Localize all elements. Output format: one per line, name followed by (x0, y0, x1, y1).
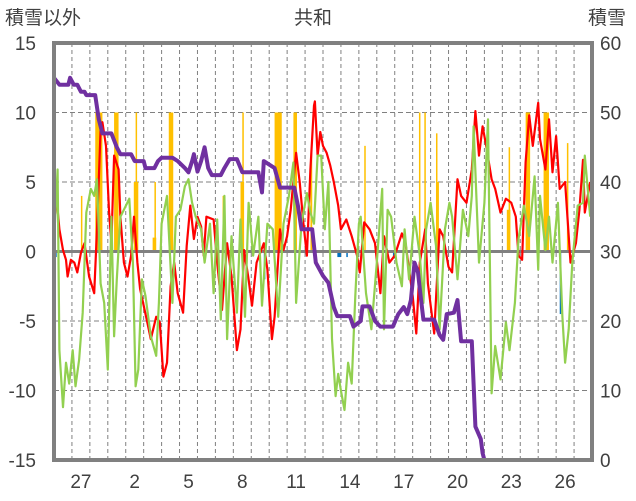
left-y-tick-label: -10 (9, 382, 36, 403)
x-tick-label: 2 (129, 472, 140, 493)
left-y-tick-label: -5 (19, 312, 36, 333)
orange-bar (114, 112, 119, 252)
orange-bar (364, 145, 366, 252)
x-tick-label: 5 (183, 472, 194, 493)
right-y-tick-label: 40 (600, 173, 621, 194)
orange-bar (80, 195, 83, 252)
x-tick-label: 14 (339, 472, 361, 493)
x-tick-label: 8 (237, 472, 248, 493)
green-line (52, 118, 592, 412)
left-y-tick-label: 5 (25, 173, 36, 194)
right-y-tick-label: 0 (600, 451, 611, 472)
x-tick-label: 17 (393, 472, 414, 493)
chart-title: 共和 (294, 7, 332, 29)
orange-bar (168, 112, 174, 252)
orange-bar (293, 112, 297, 252)
orange-bar (543, 112, 549, 252)
orange-bar (310, 152, 313, 252)
right-y-tick-label: 10 (600, 382, 621, 403)
orange-bar (435, 133, 438, 252)
orange-bar (154, 182, 156, 252)
orange-bar (135, 112, 138, 252)
x-tick-label: 11 (286, 472, 306, 493)
plot-frame (52, 41, 594, 462)
orange-bar (566, 143, 569, 252)
x-tick-label: 27 (70, 472, 91, 493)
orange-bar (437, 182, 439, 252)
orange-bar (508, 147, 511, 252)
right-y-tick-label: 20 (600, 312, 621, 333)
x-tick-label: 26 (555, 472, 576, 493)
blue-bar (337, 251, 341, 258)
right-axis-title: 積雪 (588, 7, 626, 29)
x-tick-label: 23 (501, 472, 522, 493)
orange-bar (418, 112, 421, 252)
series-layer (52, 75, 592, 462)
right-y-tick-label: 30 (600, 243, 621, 264)
blue-bar (346, 251, 348, 258)
left-y-tick-label: 0 (25, 243, 36, 264)
left-axis-title: 積雪以外 (5, 7, 81, 29)
left-y-tick-label: -15 (9, 451, 36, 472)
left-y-tick-label: 15 (15, 34, 36, 55)
right-y-tick-label: 60 (600, 34, 621, 55)
red-line (54, 100, 592, 378)
left-y-tick-label: 10 (15, 104, 36, 125)
right-y-tick-label: 50 (600, 104, 621, 125)
orange-bar (525, 112, 531, 252)
x-tick-label: 20 (447, 472, 468, 493)
orange-bar (424, 112, 426, 252)
purple-snow-line (52, 75, 592, 462)
orange-bar (242, 112, 244, 252)
